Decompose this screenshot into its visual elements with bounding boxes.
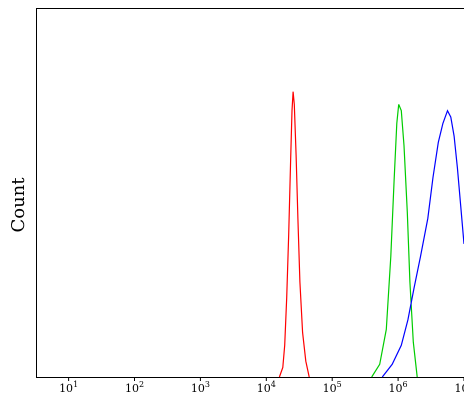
series-layer <box>278 91 464 378</box>
x-axis-ticks: 101 102 103 104 105 106 107 <box>59 377 464 395</box>
x-tick-label-4: 105 <box>323 380 342 395</box>
plot-frame <box>36 8 464 378</box>
y-axis-label: Count <box>8 177 29 233</box>
x-tick-label-0: 101 <box>59 380 78 395</box>
x-tick-label-5: 106 <box>389 380 408 395</box>
x-tick-label-2: 103 <box>191 380 210 395</box>
series-line-1 <box>371 104 418 378</box>
series-line-0 <box>278 91 310 378</box>
x-tick-label-3: 104 <box>257 380 276 395</box>
x-tick-label-1: 102 <box>125 380 144 395</box>
x-tick-label-6: 107 <box>454 380 464 395</box>
series-line-2 <box>381 109 464 378</box>
